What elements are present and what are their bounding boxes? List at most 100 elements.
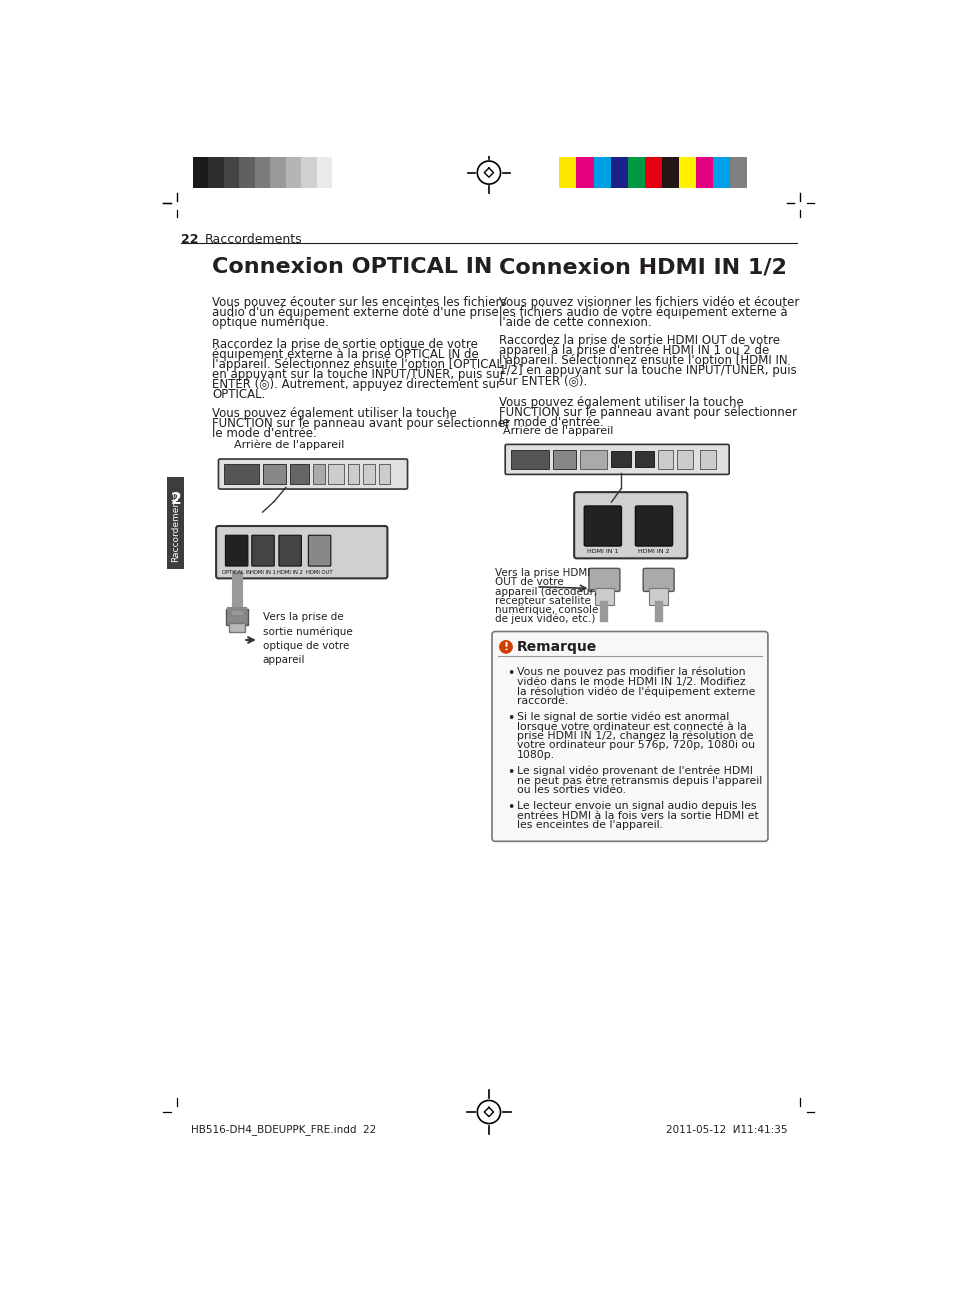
Text: Vous pouvez visionner les fichiers vidéo et écouter: Vous pouvez visionner les fichiers vidéo… xyxy=(498,296,799,309)
Text: 2011-05-12  И11:41:35: 2011-05-12 И11:41:35 xyxy=(665,1124,786,1135)
Text: Vous pouvez également utiliser la touche: Vous pouvez également utiliser la touche xyxy=(498,396,743,409)
Bar xyxy=(510,450,549,470)
Text: la résolution vidéo de l'équipement externe: la résolution vidéo de l'équipement exte… xyxy=(517,686,755,696)
Text: Vers la prise HDMI: Vers la prise HDMI xyxy=(495,568,590,577)
Text: l'appareil. Sélectionnez ensuite l'option [HDMI IN: l'appareil. Sélectionnez ensuite l'optio… xyxy=(498,354,787,367)
Bar xyxy=(229,623,245,632)
Text: de jeux vidéo, etc.): de jeux vidéo, etc.) xyxy=(495,613,595,624)
Bar xyxy=(224,464,258,484)
Bar xyxy=(579,450,607,470)
Bar xyxy=(576,157,593,188)
Text: Vers la prise de
sortie numérique
optique de votre
appareil: Vers la prise de sortie numérique optiqu… xyxy=(262,612,352,665)
Bar xyxy=(313,464,324,484)
Bar xyxy=(328,464,344,484)
Text: 2: 2 xyxy=(171,493,181,507)
Bar xyxy=(208,157,224,188)
Bar xyxy=(270,157,286,188)
Bar xyxy=(332,157,348,188)
Text: Vous ne pouvez pas modifier la résolution: Vous ne pouvez pas modifier la résolutio… xyxy=(517,667,744,677)
Text: récepteur satellite: récepteur satellite xyxy=(495,595,590,606)
Bar xyxy=(348,464,359,484)
Bar xyxy=(677,450,692,470)
Text: votre ordinateur pour 576p, 720p, 1080i ou: votre ordinateur pour 576p, 720p, 1080i … xyxy=(517,741,754,751)
Text: sur ENTER (◎).: sur ENTER (◎). xyxy=(498,375,587,388)
Bar xyxy=(729,157,746,188)
Bar xyxy=(593,157,610,188)
Text: Si le signal de sortie vidéo est anormal: Si le signal de sortie vidéo est anormal xyxy=(517,712,728,722)
Text: !: ! xyxy=(503,642,508,652)
Bar xyxy=(290,464,309,484)
Bar xyxy=(658,450,673,470)
Bar xyxy=(378,464,390,484)
Bar xyxy=(301,157,316,188)
Bar xyxy=(553,450,576,470)
Text: équipement externe à la prise OPTICAL IN de: équipement externe à la prise OPTICAL IN… xyxy=(212,348,478,361)
Bar xyxy=(254,157,270,188)
Bar xyxy=(558,157,576,188)
Text: HDMI OUT: HDMI OUT xyxy=(306,569,333,575)
FancyBboxPatch shape xyxy=(583,506,620,546)
Bar xyxy=(700,450,716,470)
FancyBboxPatch shape xyxy=(505,445,728,475)
FancyBboxPatch shape xyxy=(642,568,674,591)
Text: OPTICAL.: OPTICAL. xyxy=(212,388,265,401)
Text: Arrière de l'appareil: Arrière de l'appareil xyxy=(233,440,344,450)
FancyBboxPatch shape xyxy=(588,568,619,591)
Text: entrées HDMI à la fois vers la sortie HDMI et: entrées HDMI à la fois vers la sortie HD… xyxy=(517,811,758,821)
Text: vidéo dans le mode HDMI IN 1/2. Modifiez: vidéo dans le mode HDMI IN 1/2. Modifiez xyxy=(517,677,744,686)
Text: Raccordements: Raccordements xyxy=(172,492,180,562)
FancyBboxPatch shape xyxy=(492,632,767,842)
Text: Raccordez la prise de sortie optique de votre: Raccordez la prise de sortie optique de … xyxy=(212,339,477,351)
FancyBboxPatch shape xyxy=(225,536,248,565)
FancyBboxPatch shape xyxy=(635,506,672,546)
Text: l'aide de cette connexion.: l'aide de cette connexion. xyxy=(498,315,651,329)
Text: 22: 22 xyxy=(181,232,198,245)
Text: audio d'un équipement externe doté d'une prise: audio d'un équipement externe doté d'une… xyxy=(212,306,498,319)
Circle shape xyxy=(499,641,512,654)
Text: appareil (décodeur,: appareil (décodeur, xyxy=(495,586,597,597)
Bar xyxy=(611,451,630,467)
Text: HDMI IN 2: HDMI IN 2 xyxy=(277,569,303,575)
Bar xyxy=(224,157,239,188)
Bar xyxy=(649,589,667,606)
Bar xyxy=(661,157,679,188)
Text: 1/2] en appuyant sur la touche INPUT/TUNER, puis: 1/2] en appuyant sur la touche INPUT/TUN… xyxy=(498,364,796,377)
Text: Connexion HDMI IN 1/2: Connexion HDMI IN 1/2 xyxy=(498,257,786,278)
Text: les enceintes de l'appareil.: les enceintes de l'appareil. xyxy=(517,820,662,830)
Text: HB516-DH4_BDEUPPK_FRE.indd  22: HB516-DH4_BDEUPPK_FRE.indd 22 xyxy=(191,1124,375,1135)
Text: OUT de votre: OUT de votre xyxy=(495,577,563,586)
Text: numérique, console: numérique, console xyxy=(495,604,598,615)
Text: •: • xyxy=(507,765,515,779)
Bar xyxy=(286,157,301,188)
Text: le mode d'entrée.: le mode d'entrée. xyxy=(498,416,603,429)
Text: •: • xyxy=(507,712,515,725)
Text: ENTER (◎). Autrement, appuyez directement sur: ENTER (◎). Autrement, appuyez directemen… xyxy=(212,379,500,392)
FancyBboxPatch shape xyxy=(308,536,331,565)
Text: ou les sorties vidéo.: ou les sorties vidéo. xyxy=(517,785,625,795)
Bar xyxy=(634,451,654,467)
Text: Le lecteur envoie un signal audio depuis les: Le lecteur envoie un signal audio depuis… xyxy=(517,802,756,811)
Text: •: • xyxy=(507,667,515,680)
Text: HDMI IN 1: HDMI IN 1 xyxy=(250,569,275,575)
Text: OPTICAL IN: OPTICAL IN xyxy=(222,569,251,575)
Text: optique numérique.: optique numérique. xyxy=(212,315,329,329)
FancyBboxPatch shape xyxy=(252,536,274,565)
Bar xyxy=(595,589,613,606)
FancyBboxPatch shape xyxy=(218,459,407,489)
Text: ne peut pas être retransmis depuis l'appareil: ne peut pas être retransmis depuis l'app… xyxy=(517,776,761,786)
Text: •: • xyxy=(507,802,515,815)
Bar xyxy=(627,157,644,188)
Bar xyxy=(167,477,184,569)
Text: lorsque votre ordinateur est connecté à la: lorsque votre ordinateur est connecté à … xyxy=(517,721,746,732)
FancyBboxPatch shape xyxy=(574,492,686,558)
Bar xyxy=(193,157,208,188)
Text: Vous pouvez également utiliser la touche: Vous pouvez également utiliser la touche xyxy=(212,407,456,420)
Bar xyxy=(226,610,248,625)
Bar xyxy=(363,464,375,484)
Text: appareil à la prise d'entrée HDMI IN 1 ou 2 de: appareil à la prise d'entrée HDMI IN 1 o… xyxy=(498,344,768,357)
Bar xyxy=(316,157,332,188)
Text: Raccordements: Raccordements xyxy=(204,232,302,245)
FancyBboxPatch shape xyxy=(278,536,301,565)
Text: Connexion OPTICAL IN: Connexion OPTICAL IN xyxy=(212,257,492,278)
Bar xyxy=(644,157,661,188)
